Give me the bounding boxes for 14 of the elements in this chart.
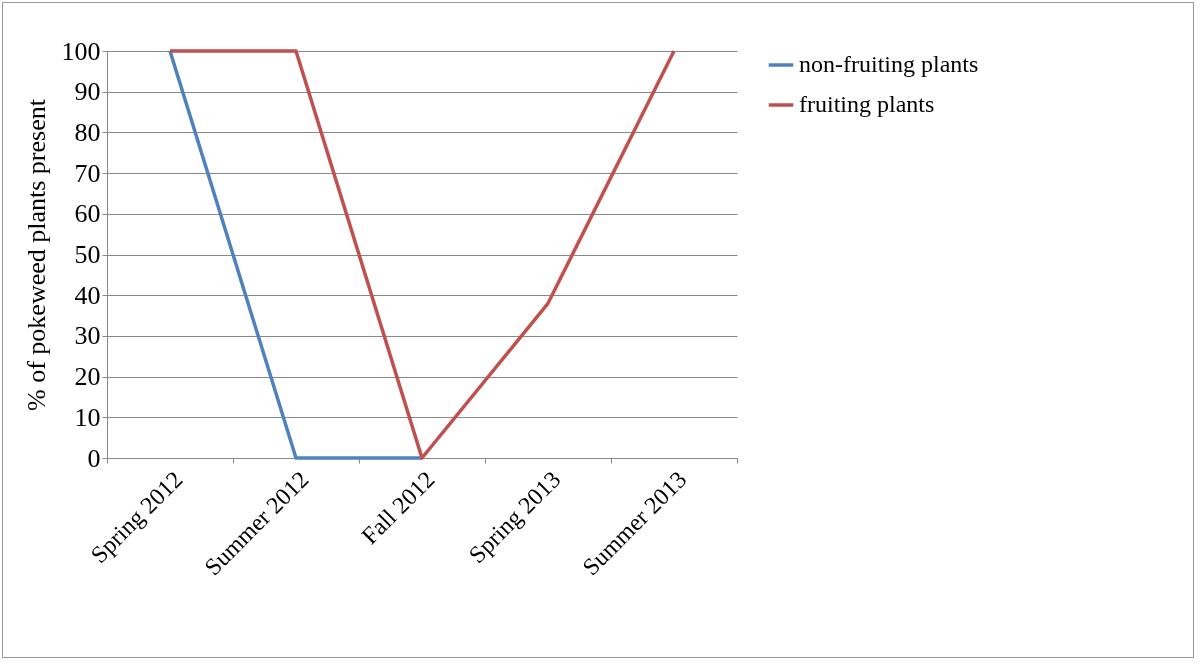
y-tick-label: 70 <box>74 158 101 188</box>
y-tick-label: 0 <box>87 443 101 473</box>
y-tick-label: 100 <box>61 36 101 66</box>
y-tick-label: 10 <box>74 402 101 432</box>
y-tick-label: 60 <box>74 199 101 229</box>
y-tick-label: 20 <box>74 362 101 392</box>
legend-label: fruiting plants <box>799 91 935 117</box>
y-tick-label: 40 <box>74 280 101 310</box>
y-tick-label: 50 <box>74 240 101 269</box>
y-tick-label: 80 <box>74 117 101 147</box>
legend-label: non-fruiting plants <box>799 51 979 77</box>
y-tick-label: 30 <box>74 321 101 351</box>
y-tick-label: 90 <box>74 77 101 107</box>
y-axis-title: % of pokeweed plants present <box>21 98 51 411</box>
